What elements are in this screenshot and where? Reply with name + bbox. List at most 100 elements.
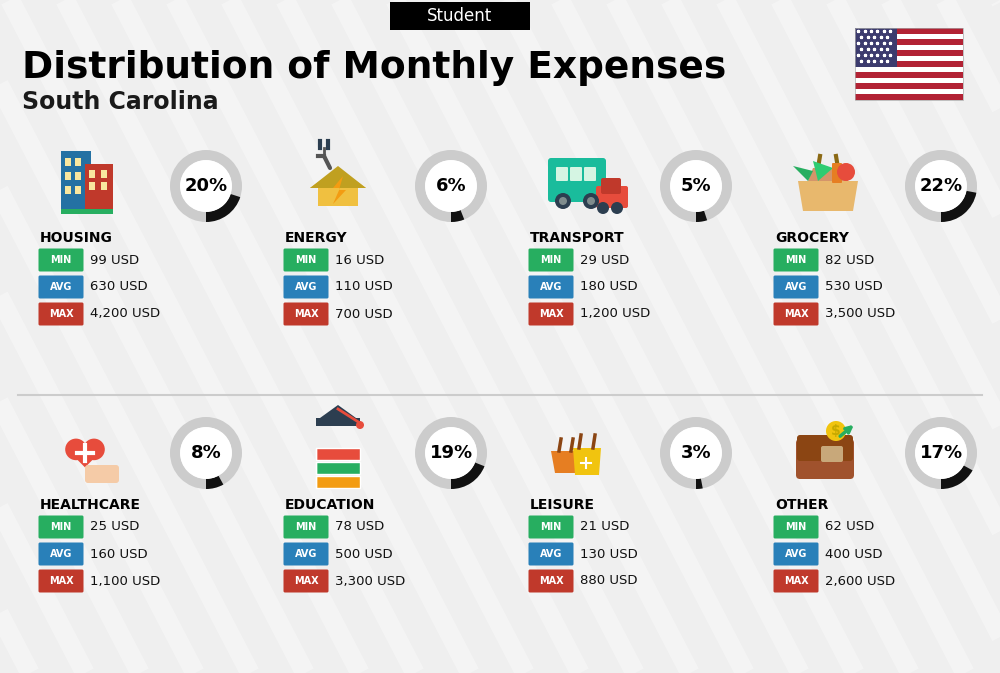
Text: 1,200 USD: 1,200 USD	[580, 308, 650, 320]
Text: TRANSPORT: TRANSPORT	[530, 231, 625, 245]
FancyBboxPatch shape	[85, 164, 113, 211]
Text: 530 USD: 530 USD	[825, 281, 883, 293]
Wedge shape	[660, 150, 732, 222]
Text: 82 USD: 82 USD	[825, 254, 874, 267]
FancyBboxPatch shape	[61, 209, 113, 214]
Polygon shape	[320, 405, 356, 418]
Text: GROCERY: GROCERY	[775, 231, 849, 245]
Text: LEISURE: LEISURE	[530, 498, 595, 512]
FancyBboxPatch shape	[774, 275, 818, 299]
Text: South Carolina: South Carolina	[22, 90, 219, 114]
Circle shape	[826, 421, 846, 441]
FancyBboxPatch shape	[855, 28, 963, 34]
Wedge shape	[170, 150, 242, 222]
Text: 8%: 8%	[191, 444, 221, 462]
FancyBboxPatch shape	[284, 542, 328, 565]
Polygon shape	[310, 168, 366, 206]
FancyBboxPatch shape	[284, 302, 328, 326]
Text: 1,100 USD: 1,100 USD	[90, 575, 160, 588]
Text: 500 USD: 500 USD	[335, 548, 393, 561]
FancyBboxPatch shape	[38, 248, 84, 271]
Wedge shape	[415, 417, 487, 489]
Text: HOUSING: HOUSING	[40, 231, 113, 245]
Text: MIN: MIN	[785, 255, 807, 265]
Text: ENERGY: ENERGY	[285, 231, 348, 245]
FancyBboxPatch shape	[601, 178, 621, 194]
Circle shape	[583, 193, 599, 209]
Polygon shape	[813, 161, 833, 181]
Text: AVG: AVG	[540, 282, 562, 292]
Text: 3,300 USD: 3,300 USD	[335, 575, 405, 588]
FancyBboxPatch shape	[855, 78, 963, 83]
FancyBboxPatch shape	[821, 446, 843, 462]
Polygon shape	[808, 168, 848, 181]
FancyBboxPatch shape	[528, 569, 574, 592]
Text: 99 USD: 99 USD	[90, 254, 139, 267]
FancyBboxPatch shape	[855, 50, 963, 56]
Polygon shape	[67, 450, 103, 468]
Text: MAX: MAX	[294, 309, 318, 319]
Text: 25 USD: 25 USD	[90, 520, 139, 534]
Polygon shape	[333, 176, 346, 204]
FancyBboxPatch shape	[797, 435, 853, 461]
FancyBboxPatch shape	[89, 182, 95, 190]
FancyBboxPatch shape	[101, 182, 107, 190]
Text: 110 USD: 110 USD	[335, 281, 393, 293]
FancyBboxPatch shape	[774, 248, 818, 271]
Text: 21 USD: 21 USD	[580, 520, 629, 534]
Circle shape	[915, 160, 967, 212]
Circle shape	[611, 202, 623, 214]
Polygon shape	[793, 166, 813, 181]
FancyBboxPatch shape	[89, 170, 95, 178]
Text: 62 USD: 62 USD	[825, 520, 874, 534]
FancyBboxPatch shape	[38, 275, 84, 299]
Wedge shape	[905, 150, 977, 222]
FancyBboxPatch shape	[65, 186, 71, 194]
FancyBboxPatch shape	[855, 44, 963, 50]
Text: MAX: MAX	[294, 576, 318, 586]
Wedge shape	[415, 150, 487, 222]
Circle shape	[915, 427, 967, 479]
FancyBboxPatch shape	[85, 465, 119, 483]
Text: 20%: 20%	[184, 177, 228, 195]
FancyBboxPatch shape	[832, 163, 842, 183]
Text: 2,600 USD: 2,600 USD	[825, 575, 895, 588]
Wedge shape	[170, 417, 242, 489]
Text: 3,500 USD: 3,500 USD	[825, 308, 895, 320]
Polygon shape	[310, 166, 366, 188]
Circle shape	[83, 439, 105, 460]
Text: 22%: 22%	[919, 177, 963, 195]
FancyBboxPatch shape	[528, 542, 574, 565]
Text: MAX: MAX	[539, 576, 563, 586]
Wedge shape	[696, 479, 703, 489]
FancyBboxPatch shape	[65, 158, 71, 166]
FancyBboxPatch shape	[390, 2, 530, 30]
Circle shape	[597, 202, 609, 214]
Text: MAX: MAX	[49, 309, 73, 319]
FancyBboxPatch shape	[38, 516, 84, 538]
Text: 5%: 5%	[681, 177, 711, 195]
FancyBboxPatch shape	[75, 186, 81, 194]
FancyBboxPatch shape	[855, 83, 963, 89]
Text: 160 USD: 160 USD	[90, 548, 148, 561]
Text: Distribution of Monthly Expenses: Distribution of Monthly Expenses	[22, 50, 726, 86]
FancyBboxPatch shape	[855, 94, 963, 100]
Text: AVG: AVG	[785, 549, 807, 559]
Wedge shape	[660, 417, 732, 489]
FancyBboxPatch shape	[316, 476, 360, 488]
FancyBboxPatch shape	[855, 39, 963, 44]
Circle shape	[559, 197, 567, 205]
Text: 17%: 17%	[919, 444, 963, 462]
Text: 700 USD: 700 USD	[335, 308, 393, 320]
Text: AVG: AVG	[295, 282, 317, 292]
FancyBboxPatch shape	[774, 569, 818, 592]
Circle shape	[555, 193, 571, 209]
Wedge shape	[696, 211, 707, 222]
Text: MIN: MIN	[540, 255, 562, 265]
Circle shape	[587, 197, 595, 205]
Text: 880 USD: 880 USD	[580, 575, 638, 588]
Wedge shape	[206, 476, 223, 489]
Text: 3%: 3%	[681, 444, 711, 462]
Text: HEALTHCARE: HEALTHCARE	[40, 498, 141, 512]
Text: 130 USD: 130 USD	[580, 548, 638, 561]
